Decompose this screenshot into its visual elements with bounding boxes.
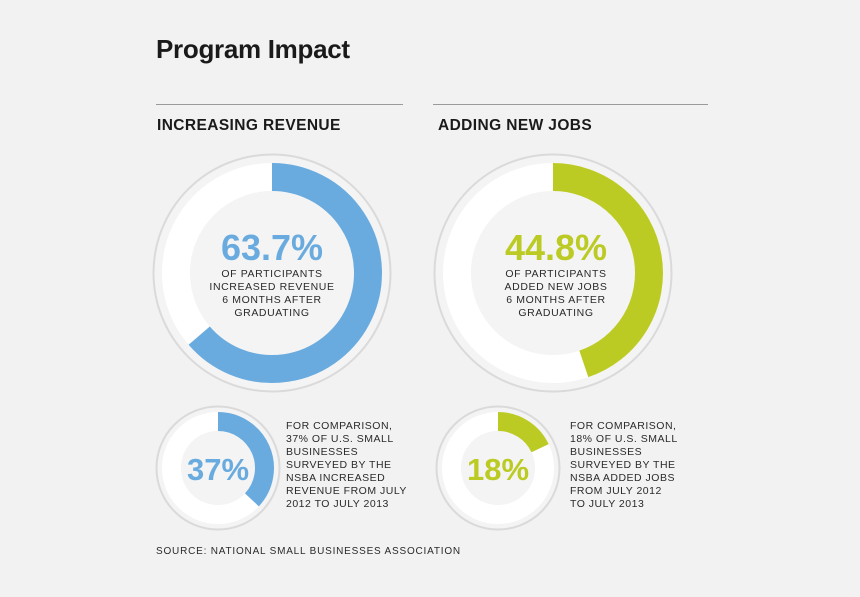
revenue-donut-chart (152, 153, 392, 393)
revenue-section-heading: INCREASING REVENUE (157, 117, 341, 134)
jobs-comparison-donut (435, 405, 561, 531)
jobs-divider (433, 104, 708, 105)
donut-value-arc (217, 412, 274, 507)
jobs-section-heading: ADDING NEW JOBS (438, 117, 593, 134)
jobs-donut-chart (433, 153, 673, 393)
donut-value-arc (552, 163, 663, 378)
donut-value-arc (188, 163, 382, 383)
page-title: Program Impact (156, 34, 350, 64)
jobs-percent-label: 44.8% (504, 227, 608, 268)
revenue-comparison-percent: 37% (186, 452, 250, 487)
jobs-comparison-percent: 18% (466, 452, 530, 487)
donut-center (461, 431, 535, 505)
jobs-comparison-text: FOR COMPARISON, 18% OF U.S. SMALL BUSINE… (570, 420, 678, 510)
donut-center (190, 191, 354, 355)
revenue-comparison-donut (155, 405, 281, 531)
donut-center (471, 191, 635, 355)
revenue-percent-label: 63.7% (220, 227, 324, 268)
donut-center (181, 431, 255, 505)
revenue-comparison-text: FOR COMPARISON, 37% OF U.S. SMALL BUSINE… (286, 420, 407, 510)
jobs-description: OF PARTICIPANTS ADDED NEW JOBS 6 MONTHS … (504, 268, 608, 319)
donut-value-arc (497, 412, 549, 453)
revenue-description: OF PARTICIPANTS INCREASED REVENUE 6 MONT… (209, 268, 335, 319)
source-note: SOURCE: NATIONAL SMALL BUSINESSES ASSOCI… (156, 546, 461, 557)
revenue-divider (156, 104, 403, 105)
